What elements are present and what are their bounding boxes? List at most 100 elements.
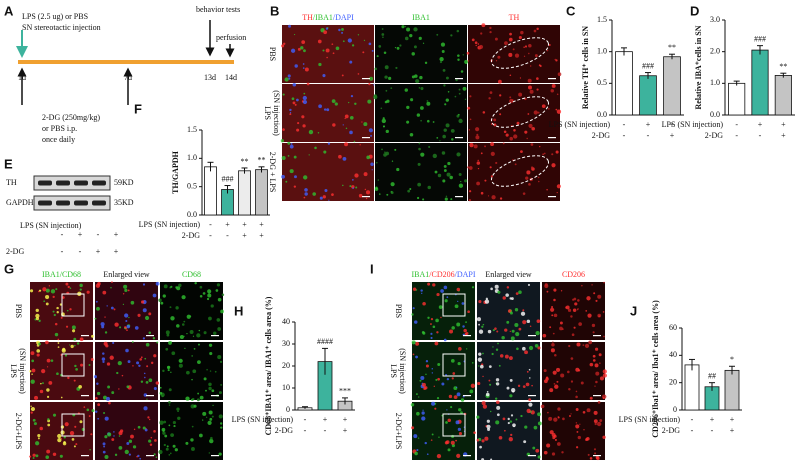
texture (79, 337, 84, 342)
texture (551, 163, 556, 168)
texture (488, 365, 492, 368)
texture (158, 298, 162, 302)
texture (449, 329, 454, 334)
texture (170, 285, 173, 288)
micrograph (160, 402, 223, 460)
texture (206, 297, 210, 301)
texture (455, 420, 460, 425)
texture (304, 67, 309, 72)
texture (576, 308, 579, 311)
texture (531, 126, 535, 131)
texture (476, 181, 481, 186)
texture (134, 326, 139, 330)
scale-bar (548, 78, 556, 80)
texture (283, 42, 286, 45)
y-tick-label: 60 (669, 323, 677, 332)
texture (550, 89, 554, 93)
texture (546, 443, 551, 448)
texture (36, 353, 40, 357)
texture (220, 309, 224, 314)
texture (539, 145, 541, 148)
row-label: 2-DG + LPS (268, 152, 277, 193)
texture (467, 106, 471, 110)
texture (79, 288, 82, 291)
texture (454, 304, 459, 309)
texture (418, 36, 422, 40)
texture (122, 293, 125, 295)
texture (194, 281, 197, 285)
texture (75, 443, 78, 446)
texture (369, 76, 374, 81)
texture (478, 352, 482, 356)
condition-label: LPS (SN injection) (549, 120, 611, 129)
texture (69, 287, 72, 290)
column-header: IBA1/CD68 (42, 270, 81, 279)
texture (165, 347, 169, 351)
condition-sign: + (758, 120, 763, 129)
scale-bar (362, 196, 370, 198)
texture (39, 389, 44, 394)
scale-bar (362, 137, 370, 139)
texture (498, 79, 502, 84)
texture (540, 404, 545, 409)
texture (554, 353, 557, 357)
texture (512, 423, 516, 427)
texture (30, 379, 35, 384)
texture (113, 435, 115, 437)
texture (384, 151, 386, 153)
condition-sign: - (324, 426, 327, 435)
texture (60, 430, 65, 435)
texture (514, 163, 517, 166)
texture (440, 42, 446, 47)
texture (594, 385, 596, 387)
texture (455, 78, 458, 82)
texture (198, 433, 203, 438)
bar (684, 364, 700, 411)
texture (443, 285, 448, 290)
texture (48, 285, 51, 287)
texture (484, 436, 489, 441)
texture (118, 435, 121, 437)
texture (306, 82, 310, 86)
texture (455, 386, 458, 389)
texture (516, 121, 520, 125)
texture (289, 108, 292, 112)
significance: ### (642, 61, 654, 70)
texture (67, 376, 70, 380)
texture (218, 414, 223, 419)
texture (494, 37, 498, 41)
texture (169, 306, 172, 309)
texture (302, 95, 307, 101)
texture (327, 142, 331, 145)
texture (599, 362, 601, 365)
texture (527, 283, 531, 287)
texture (526, 370, 529, 373)
texture (554, 384, 559, 389)
column-header-part: /CD68 (60, 270, 81, 279)
texture (401, 25, 405, 29)
texture (158, 449, 163, 455)
timeline-label: or PBS i.p. (42, 124, 77, 133)
texture (121, 374, 124, 377)
texture (374, 187, 379, 191)
texture (490, 175, 493, 178)
texture (410, 98, 414, 102)
texture (476, 161, 481, 165)
texture (37, 437, 40, 440)
texture (45, 302, 49, 306)
texture (430, 323, 432, 325)
texture (106, 396, 110, 401)
texture (352, 187, 354, 189)
texture (524, 425, 528, 429)
texture (168, 454, 171, 456)
texture (432, 325, 436, 329)
texture (541, 104, 546, 109)
texture (518, 327, 522, 331)
texture (308, 154, 310, 156)
texture (496, 330, 499, 333)
timeline-label: SN stereotactic injection (22, 23, 101, 32)
texture (494, 284, 499, 289)
texture (481, 23, 486, 28)
texture (45, 455, 50, 460)
